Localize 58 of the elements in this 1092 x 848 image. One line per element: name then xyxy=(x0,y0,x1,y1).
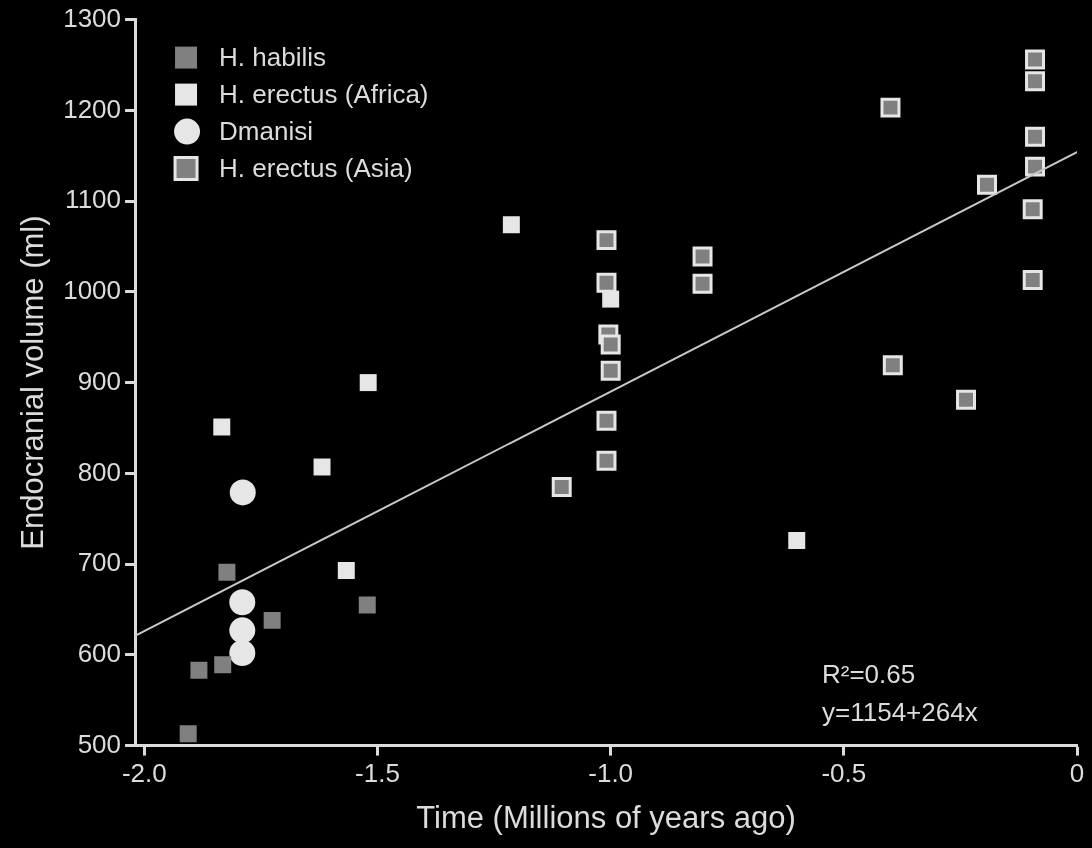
point xyxy=(1022,270,1043,291)
y-tick-label: 1000 xyxy=(63,275,122,306)
point xyxy=(229,617,256,644)
point xyxy=(213,418,231,436)
point xyxy=(882,355,903,376)
point xyxy=(1025,71,1046,92)
point xyxy=(502,216,520,234)
legend-label: Dmanisi xyxy=(219,115,313,146)
point xyxy=(358,596,376,614)
y-axis-title: Endocranial volume (ml) xyxy=(15,215,51,550)
point xyxy=(229,589,256,616)
x-axis-title: Time (Millions of years ago) xyxy=(416,799,796,835)
point xyxy=(596,272,617,293)
point xyxy=(1025,49,1046,70)
point xyxy=(596,450,617,471)
point xyxy=(1022,199,1043,220)
y-tick-label: 500 xyxy=(77,728,122,759)
point xyxy=(179,725,197,743)
point xyxy=(602,290,620,308)
x-tick-label: -0.5 xyxy=(821,758,867,789)
point xyxy=(880,97,901,118)
point xyxy=(596,230,617,251)
point xyxy=(229,479,256,506)
point xyxy=(359,374,377,392)
annotation: R²=0.65 xyxy=(822,658,916,689)
point xyxy=(600,360,621,381)
point xyxy=(692,273,713,294)
x-tick-label: 0 xyxy=(1069,758,1085,789)
point xyxy=(1025,126,1046,147)
y-tick-label: 900 xyxy=(77,365,122,396)
point xyxy=(977,174,997,195)
point xyxy=(956,389,976,410)
y-tick-label: 1200 xyxy=(63,93,122,124)
y-tick-label: 600 xyxy=(77,638,122,669)
point xyxy=(229,640,256,667)
annotation: y=1154+264x xyxy=(822,696,978,727)
x-tick-label: -1.0 xyxy=(588,758,634,789)
x-tick-label: -2.0 xyxy=(121,758,167,789)
point xyxy=(788,532,806,549)
point xyxy=(190,661,208,679)
point xyxy=(600,334,621,355)
legend-label: H. erectus (Africa) xyxy=(219,78,429,109)
point xyxy=(1025,156,1046,177)
y-tick-label: 800 xyxy=(77,456,122,487)
y-tick-label: 1300 xyxy=(63,2,122,33)
x-tick-label: -1.5 xyxy=(355,758,400,789)
point xyxy=(596,410,617,431)
legend-label: H. habilis xyxy=(219,41,326,72)
y-tick-label: 1100 xyxy=(65,184,122,215)
point xyxy=(313,458,331,476)
point xyxy=(551,476,572,497)
legend-label: H. erectus (Asia) xyxy=(219,152,413,183)
point xyxy=(337,561,355,579)
point xyxy=(692,246,713,267)
y-tick-label: 700 xyxy=(77,547,122,578)
point xyxy=(214,656,232,674)
point xyxy=(263,611,281,629)
point xyxy=(218,563,236,581)
